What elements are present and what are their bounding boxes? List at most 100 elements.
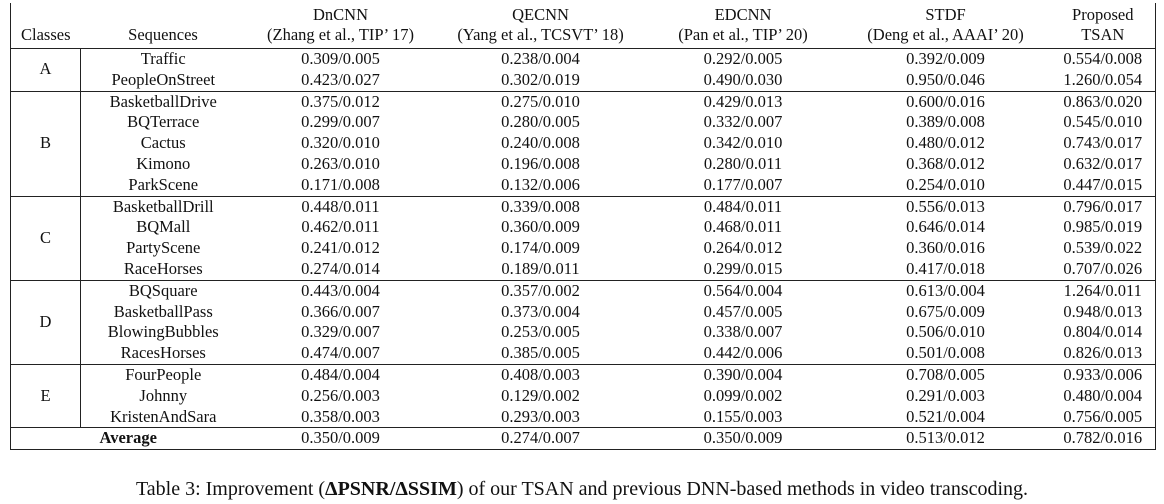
header-line: Classes — [21, 25, 71, 44]
sequence-cell: BasketballDrill — [80, 195, 246, 218]
table-caption: Table 3: Improvement (ΔPSNR/ΔSSIM) of ou… — [0, 478, 1164, 501]
value-cell: 0.358/0.003 — [301, 406, 380, 426]
header-line: TSAN — [1081, 25, 1125, 44]
value-cell: 0.280/0.005 — [501, 112, 580, 132]
value-cell: 0.263/0.010 — [301, 153, 380, 173]
value-cell: 0.474/0.007 — [301, 343, 380, 363]
value-cell: 0.241/0.012 — [301, 238, 380, 258]
header-line: (Pan et al., TIP’ 20) — [678, 25, 808, 44]
sequence-cell: PartyScene — [126, 238, 201, 258]
value-cell: 0.329/0.007 — [301, 322, 380, 342]
value-cell: 0.375/0.012 — [245, 90, 436, 113]
value-cell: 0.132/0.006 — [501, 174, 580, 194]
sequence-cell: ParkScene — [128, 174, 199, 194]
value-cell: 0.417/0.018 — [906, 258, 985, 278]
value-cell: 0.448/0.011 — [245, 195, 436, 218]
class-cell: A — [10, 48, 81, 92]
data-row: BlowingBubbles 0.329/0.007 0.253/0.005 0.33… — [11, 322, 1156, 343]
value-cell: 0.707/0.026 — [1063, 258, 1143, 278]
header-row: Classes Sequences DnCNN (Zhang et al., TIP’… — [10, 3, 1156, 49]
value-cell: 0.339/0.008 — [435, 195, 646, 218]
caption-suffix: ) of our TSAN and previous DNN-based met… — [456, 478, 1029, 500]
data-row: Johnny 0.256/0.003 0.129/0.002 0.099/0.002 0… — [11, 386, 1156, 407]
sequence-cell: BlowingBubbles — [107, 322, 219, 342]
header-cell: Sequences — [80, 3, 246, 49]
header-line: (Yang et al., TCSVT’ 18) — [457, 25, 624, 44]
value-cell: 0.291/0.003 — [906, 385, 985, 405]
value-cell: 0.447/0.015 — [1063, 174, 1143, 194]
value-cell: 0.554/0.008 — [1050, 47, 1156, 70]
value-cell: 1.264/0.011 — [1050, 279, 1156, 302]
value-cell: 0.292/0.005 — [645, 47, 841, 70]
value-cell: 0.480/0.012 — [906, 133, 985, 153]
value-cell: 0.484/0.011 — [645, 195, 841, 218]
value-cell: 0.302/0.019 — [501, 69, 580, 89]
value-cell: 0.539/0.022 — [1063, 238, 1143, 258]
value-cell: 0.804/0.014 — [1063, 322, 1143, 342]
value-cell: 0.357/0.002 — [435, 279, 646, 302]
average-row: Average 0.350/0.009 0.274/0.007 0.350/0.009… — [10, 427, 1156, 451]
header-cell: Proposed TSAN — [1050, 3, 1156, 49]
class-cell: D — [10, 279, 81, 365]
sequence-cell: Cactus — [140, 133, 186, 153]
sequence-cell: Traffic — [80, 47, 246, 70]
value-cell: 0.675/0.009 — [906, 301, 985, 321]
header-line: Sequences — [128, 25, 198, 44]
header-cell: DnCNN (Zhang et al., TIP’ 17) — [245, 3, 436, 49]
value-cell: 0.743/0.017 — [1063, 133, 1143, 153]
sequence-cell: RaceHorses — [123, 258, 203, 278]
sequence-cell: Johnny — [139, 385, 188, 405]
value-cell: 0.564/0.004 — [645, 279, 841, 302]
data-row: PartyScene 0.241/0.012 0.174/0.009 0.264/0.… — [11, 238, 1156, 259]
average-value: 0.350/0.009 — [645, 427, 841, 451]
value-cell: 0.423/0.027 — [301, 69, 380, 89]
average-value: 0.274/0.007 — [435, 427, 646, 451]
value-cell: 0.360/0.016 — [906, 238, 985, 258]
header-line: STDF — [925, 5, 966, 24]
header-cell: Classes — [10, 3, 81, 49]
sequence-cell: BasketballDrive — [80, 90, 246, 113]
value-cell: 0.468/0.011 — [703, 217, 783, 237]
data-row: ParkScene 0.171/0.008 0.132/0.006 0.177/0.0… — [11, 175, 1156, 196]
value-cell: 1.260/0.054 — [1063, 69, 1143, 89]
value-cell: 0.189/0.011 — [501, 258, 580, 278]
data-row: C BasketballDrill 0.448/0.011 0.339/0.008 0.… — [10, 195, 1156, 281]
value-cell: 0.177/0.007 — [703, 174, 783, 194]
header-line: EDCNN — [714, 5, 772, 24]
data-row: B BasketballDrive 0.375/0.012 0.275/0.010 0.… — [10, 90, 1156, 197]
value-cell: 0.256/0.003 — [301, 385, 380, 405]
value-cell: 0.408/0.003 — [435, 363, 646, 386]
header-line: Proposed — [1072, 5, 1134, 24]
value-cell: 0.129/0.002 — [501, 385, 580, 405]
header-cell: STDF (Deng et al., AAAI’ 20) — [840, 3, 1051, 49]
header-line: DnCNN — [312, 5, 368, 24]
value-cell: 0.708/0.005 — [840, 363, 1051, 386]
value-cell: 0.389/0.008 — [906, 112, 985, 132]
average-label: Average — [10, 427, 246, 451]
value-cell: 0.490/0.030 — [703, 69, 783, 89]
class-cell: E — [10, 363, 81, 428]
value-cell: 0.342/0.010 — [703, 133, 783, 153]
value-cell: 0.442/0.006 — [703, 343, 783, 363]
value-cell: 0.309/0.005 — [245, 47, 436, 70]
value-cell: 0.506/0.010 — [906, 322, 985, 342]
value-cell: 0.360/0.009 — [501, 217, 580, 237]
caption-prefix: Table 3: Improvement ( — [135, 478, 326, 500]
value-cell: 0.264/0.012 — [703, 238, 783, 258]
class-cell: B — [10, 90, 81, 197]
value-cell: 0.646/0.014 — [906, 217, 985, 237]
average-value: 0.350/0.009 — [245, 427, 436, 451]
value-cell: 0.429/0.013 — [645, 90, 841, 113]
value-cell: 0.950/0.046 — [906, 69, 985, 89]
value-cell: 0.171/0.008 — [301, 174, 380, 194]
value-cell: 0.480/0.004 — [1063, 385, 1143, 405]
results-table: Classes Sequences DnCNN (Zhang et al., TIP’… — [10, 3, 1156, 451]
value-cell: 0.985/0.019 — [1063, 217, 1143, 237]
value-cell: 0.320/0.010 — [301, 133, 380, 153]
value-cell: 0.392/0.009 — [840, 47, 1051, 70]
value-cell: 0.521/0.004 — [906, 406, 985, 426]
value-cell: 0.933/0.006 — [1050, 363, 1156, 386]
header-line: (Deng et al., AAAI’ 20) — [867, 25, 1024, 44]
value-cell: 0.338/0.007 — [703, 322, 783, 342]
